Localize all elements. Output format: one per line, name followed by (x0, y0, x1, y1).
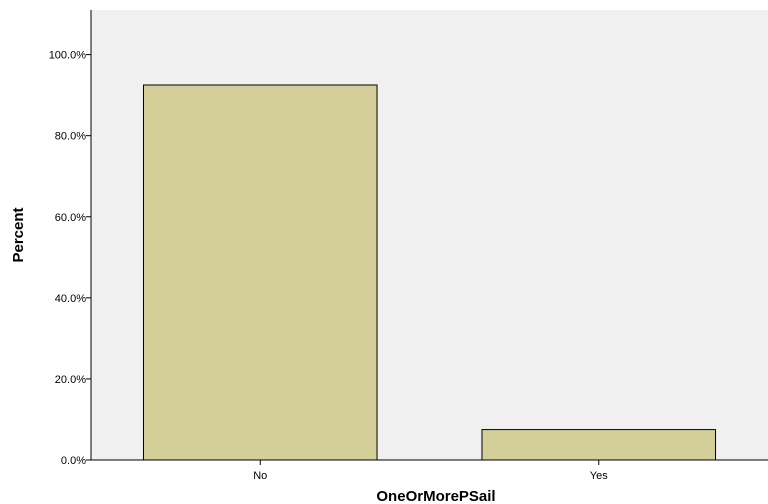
x-tick-label: Yes (590, 470, 608, 482)
x-ticks-group: No Yes (253, 460, 608, 482)
x-axis-title: OneOrMorePSail (376, 488, 495, 504)
x-tick-label: No (253, 470, 267, 482)
y-tick-label: 40.0% (55, 293, 86, 305)
y-tick-label: 60.0% (55, 212, 86, 224)
y-axis-title: Percent (10, 207, 27, 262)
y-tick-label: 0.0% (61, 455, 86, 467)
bar-no (142, 84, 378, 461)
y-tick-label: 20.0% (55, 374, 86, 386)
bar-yes (481, 429, 717, 461)
y-ticks-group: 0.0% 20.0% 40.0% 60.0% 80.0% 100.0% (49, 50, 91, 467)
bars-group (142, 84, 717, 461)
y-tick-label: 100.0% (49, 50, 87, 62)
y-tick-label: 80.0% (55, 131, 86, 143)
